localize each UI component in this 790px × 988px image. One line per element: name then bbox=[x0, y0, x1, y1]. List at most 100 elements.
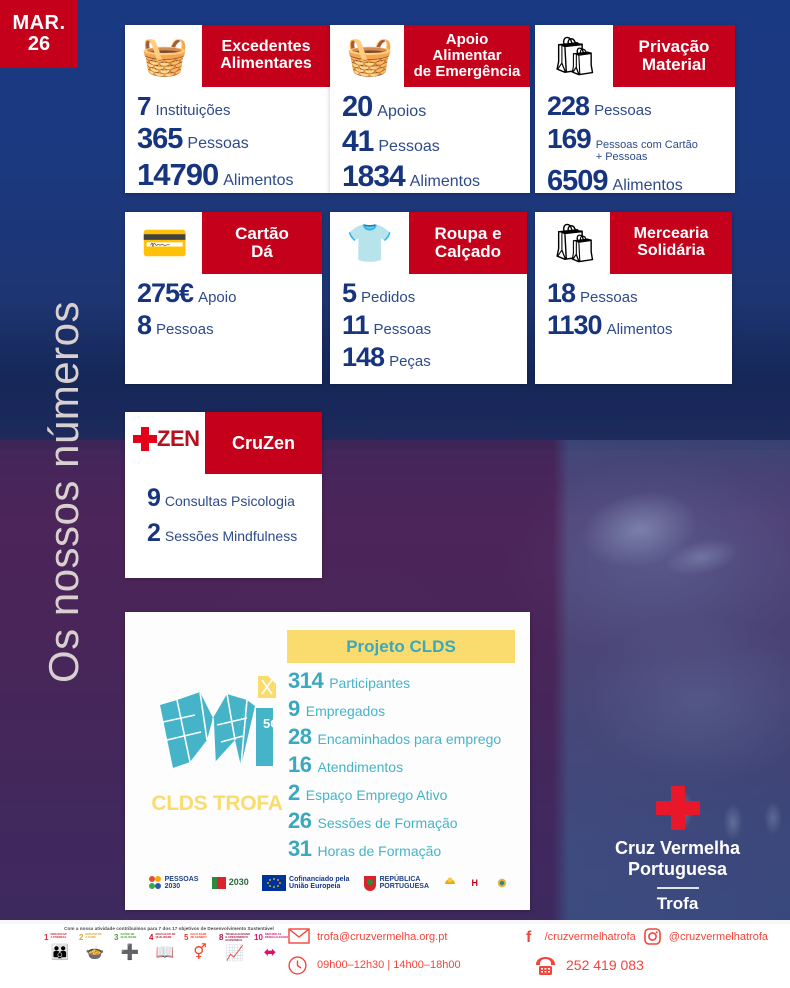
stat-row: 2 Sessões Mindfulness bbox=[147, 519, 322, 548]
facebook-icon: f bbox=[524, 928, 538, 946]
clds-trofa-caption: CLDS TROFA bbox=[151, 792, 283, 815]
stat-row: 148 Peças bbox=[342, 342, 527, 373]
sdg-icon-4: 4 EDUCAÇÃO DE QUALIDADE 📖 bbox=[149, 933, 181, 974]
card-title: Apoio Alimentar de Emergência bbox=[404, 25, 530, 87]
card-excedentes-alimentares: 🧺 Excedentes Alimentares 7 Instituições … bbox=[125, 25, 330, 193]
card-header: 🧺 Apoio Alimentar de Emergência bbox=[330, 25, 530, 87]
sdg-glyph: 📈 bbox=[225, 944, 245, 962]
card-stats: 5 Pedidos 11 Pessoas 148 Peças bbox=[330, 274, 527, 373]
card-stats: 275€ Apoio 8 Pessoas bbox=[125, 274, 322, 341]
card-roupa-calcado: 👕 Roupa e Calçado 5 Pedidos 11 Pessoas 1… bbox=[330, 212, 527, 384]
envelope-icon bbox=[288, 928, 310, 946]
sdg-title: REDUZIR AS DESIGUALDADES bbox=[264, 933, 289, 939]
card-stats: 7 Instituições 365 Pessoas 14790 Aliment… bbox=[125, 87, 330, 193]
stat-value: 2 bbox=[147, 519, 161, 547]
clds-stat-row: 16 Atendimentos bbox=[288, 752, 501, 778]
shield-mark bbox=[363, 876, 376, 891]
sdg-icon-1: 1 ERRADICAR A POBREZA 👪 bbox=[44, 933, 76, 974]
cvp-name: Cruz Vermelha Portuguesa bbox=[595, 838, 760, 880]
card-title-line2: Material bbox=[641, 55, 707, 74]
logo-label: REPÚBLICA PORTUGUESA bbox=[379, 875, 430, 890]
stat-label: Alimentos bbox=[606, 321, 673, 338]
stat-row: 20 Apoios bbox=[342, 91, 530, 124]
card-header: 👕 Roupa e Calçado bbox=[330, 212, 527, 274]
republica-portuguesa-logo: REPÚBLICA PORTUGUESA bbox=[363, 875, 429, 891]
contact-instagram[interactable]: @cruzvermelhatrofa bbox=[643, 928, 768, 946]
card-title: CruZen bbox=[205, 412, 322, 474]
stat-row: 41 Pessoas bbox=[342, 125, 530, 159]
camara-trofa-logo bbox=[442, 875, 458, 891]
stat-value: 9 bbox=[288, 696, 300, 721]
clock-icon bbox=[288, 956, 310, 975]
sdg-title: TRABALHO DIGNO E CRESCIMENTO ECONÓMICO bbox=[225, 933, 251, 942]
contact-row-bottom: 09h00–12h30 | 14h00–18h00 252 419 083 bbox=[288, 956, 768, 975]
stat-value: 169 bbox=[547, 123, 592, 154]
grocery-bag-card-icon: 🛍 bbox=[550, 36, 600, 78]
stat-value: 1834 bbox=[342, 160, 406, 193]
stat-value: 365 bbox=[137, 123, 183, 155]
sdg-number: 10 bbox=[254, 933, 263, 942]
logo-label: PESSOAS 2030 bbox=[164, 875, 199, 890]
clds-logo bbox=[491, 875, 507, 891]
card-title-line3: de Emergência bbox=[413, 62, 521, 80]
sdg-caption: Com a nossa atividade contribuímos para … bbox=[64, 926, 274, 931]
facebook-text: /cruzvermelhatrofa bbox=[544, 931, 636, 943]
stat-label: Pessoas bbox=[373, 321, 432, 338]
stat-label: Participantes bbox=[329, 675, 411, 691]
cruz-vermelha-logo: Cruz Vermelha Portuguesa Trofa bbox=[595, 786, 760, 914]
food-basket-icon: 🧺 bbox=[141, 36, 189, 78]
contact-facebook[interactable]: f /cruzvermelhatrofa bbox=[524, 928, 644, 946]
logo-label: 2030 bbox=[228, 877, 249, 888]
clothing-shoes-icon: 👕 bbox=[346, 223, 394, 265]
stat-row: 169 Pessoas com Cartão + Pessoas bbox=[547, 123, 735, 164]
sdg-title: ERRADICAR A POBREZA bbox=[50, 933, 67, 939]
contact-block: trofa@cruzvermelha.org.pt f /cruzvermelh… bbox=[288, 928, 768, 984]
stat-value: 16 bbox=[288, 752, 312, 777]
stat-value: 14790 bbox=[137, 157, 219, 192]
card-privacao-material: 🛍 Privação Material 228 Pessoas 169 Pess… bbox=[535, 25, 735, 197]
stat-label: Horas de Formação bbox=[317, 843, 442, 859]
sdg-number: 4 bbox=[149, 933, 154, 942]
stat-label: Atendimentos bbox=[317, 759, 404, 775]
zen-logo-text: ZEN bbox=[157, 426, 200, 451]
instagram-text: @cruzvermelhatrofa bbox=[668, 931, 768, 943]
stat-label: Empregados bbox=[305, 703, 386, 719]
card-header: 🧺 Excedentes Alimentares bbox=[125, 25, 330, 87]
instagram-icon bbox=[643, 928, 662, 946]
clds-partner-logos: PESSOAS 2030 2030 Cofinanciado pela União … bbox=[135, 862, 520, 904]
sdg-block: Com a nossa atividade contribuímos para … bbox=[44, 926, 294, 974]
contact-phone[interactable]: 252 419 083 bbox=[533, 956, 644, 975]
sdg-glyph: ➕ bbox=[120, 944, 140, 961]
card-title-line1: Mercearia bbox=[633, 225, 709, 243]
card-title-line1: Privação bbox=[638, 37, 710, 57]
pessoas-2030-mark bbox=[148, 876, 161, 889]
clds-stats: 314 Participantes 9 Empregados 28 Encami… bbox=[288, 668, 501, 864]
card-title-line2: Alimentar bbox=[432, 47, 502, 65]
stat-value: 9 bbox=[147, 484, 161, 512]
grocery-heart-bag-icon: 🛍 bbox=[550, 223, 600, 265]
sdg-title: IGUALDADE DE GÉNERO bbox=[190, 933, 207, 939]
logo-label: Cofinanciado pela União Europeia bbox=[289, 875, 350, 890]
stat-label: Sessões Mindfulness bbox=[164, 528, 298, 544]
contact-email[interactable]: trofa@cruzvermelha.org.pt bbox=[288, 928, 524, 946]
stat-label: Pedidos bbox=[361, 289, 416, 306]
stat-value: 5 bbox=[342, 278, 357, 308]
page-title: Os nossos números bbox=[40, 301, 87, 683]
card-stats: 18 Pessoas 1130 Alimentos bbox=[535, 274, 732, 341]
stat-label: Pessoas bbox=[187, 135, 249, 152]
stat-value: 28 bbox=[288, 724, 312, 749]
stat-label: Apoio bbox=[198, 289, 237, 306]
sdg-number: 2 bbox=[79, 933, 84, 942]
stat-label: Consultas Psicologia bbox=[164, 493, 295, 509]
card-cartao-da: 💳 Cartão Dá 275€ Apoio 8 Pessoas bbox=[125, 212, 322, 384]
hours-text: 09h00–12h30 | 14h00–18h00 bbox=[317, 959, 461, 971]
stat-label: Encaminhados para emprego bbox=[317, 731, 502, 747]
card-header: 💳 Cartão Dá bbox=[125, 212, 322, 274]
footer-divider bbox=[0, 920, 790, 924]
red-cross-icon bbox=[133, 427, 157, 451]
contact-hours: 09h00–12h30 | 14h00–18h00 bbox=[288, 956, 533, 975]
card-header: 🛍 Privação Material bbox=[535, 25, 735, 87]
camara-mark bbox=[445, 877, 456, 884]
stat-label: Alimentos bbox=[223, 172, 294, 189]
